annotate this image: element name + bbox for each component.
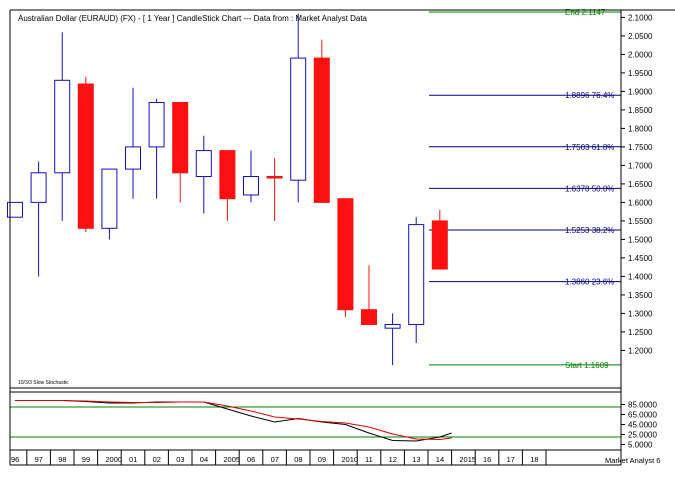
candle-body: [384, 324, 401, 329]
xtick-label: 09: [318, 455, 326, 464]
price-ytick-label: 1.2000: [628, 346, 653, 355]
candle-body: [431, 220, 448, 270]
candle-body: [408, 224, 425, 326]
xtick-label: 2015: [459, 455, 476, 464]
xtick-label: 18: [530, 455, 538, 464]
price-ytick-label: 2.0000: [628, 50, 653, 59]
stoch-ytick-label: 25.0000: [628, 431, 657, 440]
candle-body: [313, 57, 330, 203]
fib-label: 1.8896 76.4%: [565, 91, 614, 100]
xtick-label: 04: [200, 455, 208, 464]
fib-label: 1.5253 38.2%: [565, 226, 614, 235]
stoch-ytick-label: 45.0000: [628, 421, 657, 430]
price-ytick-label: 1.2500: [628, 328, 653, 337]
price-ytick-label: 1.9500: [628, 69, 653, 78]
price-ytick-label: 1.6500: [628, 180, 653, 189]
candle-body: [101, 168, 118, 229]
stoch-line-d: [15, 400, 452, 441]
stoch-ytick-label: 65.0000: [628, 411, 657, 420]
price-ytick-label: 1.7000: [628, 161, 653, 170]
price-ytick-label: 1.8000: [628, 124, 653, 133]
xtick-label: 06: [247, 455, 255, 464]
xtick-label: 14: [436, 455, 444, 464]
candle-body: [77, 83, 94, 229]
xtick-label: 07: [271, 455, 279, 464]
stoch-ytick-label: 85.0000: [628, 401, 657, 410]
price-ytick-label: 2.1000: [628, 13, 653, 22]
axes: 2.1000 2.0500 2.0000 1.9500 1.9000 1.8500 1.80…: [9, 9, 675, 466]
price-ytick-label: 2.0500: [628, 32, 653, 41]
candle-body: [243, 176, 259, 196]
xtick-label: 2010: [341, 455, 358, 464]
xtick-label: 12: [389, 455, 397, 464]
stochastic-title: 10/3/3 Slow Stochastic: [18, 380, 69, 386]
price-ytick-label: 1.3500: [628, 291, 653, 300]
price-ytick-label: 1.9000: [628, 87, 653, 96]
stochastic-panel: [10, 400, 621, 442]
price-ytick-label: 1.6000: [628, 198, 653, 207]
xtick-label: 2000: [105, 455, 122, 464]
chart-title: Australian Dollar (EURAUD) (FX) - [ 1 Ye…: [18, 14, 368, 23]
fib-label: Start 1.1609: [565, 361, 609, 370]
xtick-label: 13: [412, 455, 420, 464]
price-ytick-label: 1.4500: [628, 254, 653, 263]
price-ytick-label: 1.5500: [628, 217, 653, 226]
candle-body: [290, 57, 307, 181]
xtick-label: 11: [365, 455, 373, 464]
fib-label: 1.7503 61.8%: [565, 143, 614, 152]
price-panel: End 2.1147 1.8896 76.4% 1.7503 61.8% 1.6378…: [7, 8, 621, 370]
candle-body: [125, 146, 141, 170]
fib-label: 1.6378 50.0%: [565, 184, 614, 193]
xtick-label: 08: [294, 455, 302, 464]
xtick-label: 99: [82, 455, 90, 464]
fib-label: End 2.1147: [565, 8, 606, 17]
price-ytick-label: 1.3000: [628, 309, 653, 318]
candle-body: [219, 150, 236, 200]
fib-label: 1.3860 23.6%: [565, 278, 614, 287]
footer-label: Market Analyst 6: [605, 456, 660, 465]
candle-body: [361, 309, 377, 326]
price-ytick-label: 1.5000: [628, 235, 653, 244]
candle-body: [337, 198, 354, 311]
xtick-label: 03: [176, 455, 184, 464]
candle-body: [7, 201, 23, 218]
price-ytick-label: 1.7500: [628, 143, 653, 152]
xtick-label: 98: [58, 455, 66, 464]
candle-body: [148, 102, 165, 148]
candle-body: [195, 150, 212, 178]
xtick-label: 16: [483, 455, 491, 464]
stoch-line-k: [15, 400, 452, 442]
price-ytick-label: 1.8500: [628, 106, 653, 115]
candle-body: [172, 102, 189, 174]
candle-body: [266, 176, 283, 179]
xtick-label: 02: [153, 455, 161, 464]
candle-body: [54, 79, 71, 174]
xtick-label: 17: [507, 455, 515, 464]
xtick-label: 01: [129, 455, 137, 464]
xtick-label: 97: [35, 455, 43, 464]
xtick-label: 2005: [223, 455, 240, 464]
candle-body: [30, 172, 47, 203]
price-ytick-label: 1.4000: [628, 272, 653, 281]
xtick-label: 96: [11, 455, 19, 464]
stoch-ytick-label: 5.0000: [628, 441, 653, 450]
